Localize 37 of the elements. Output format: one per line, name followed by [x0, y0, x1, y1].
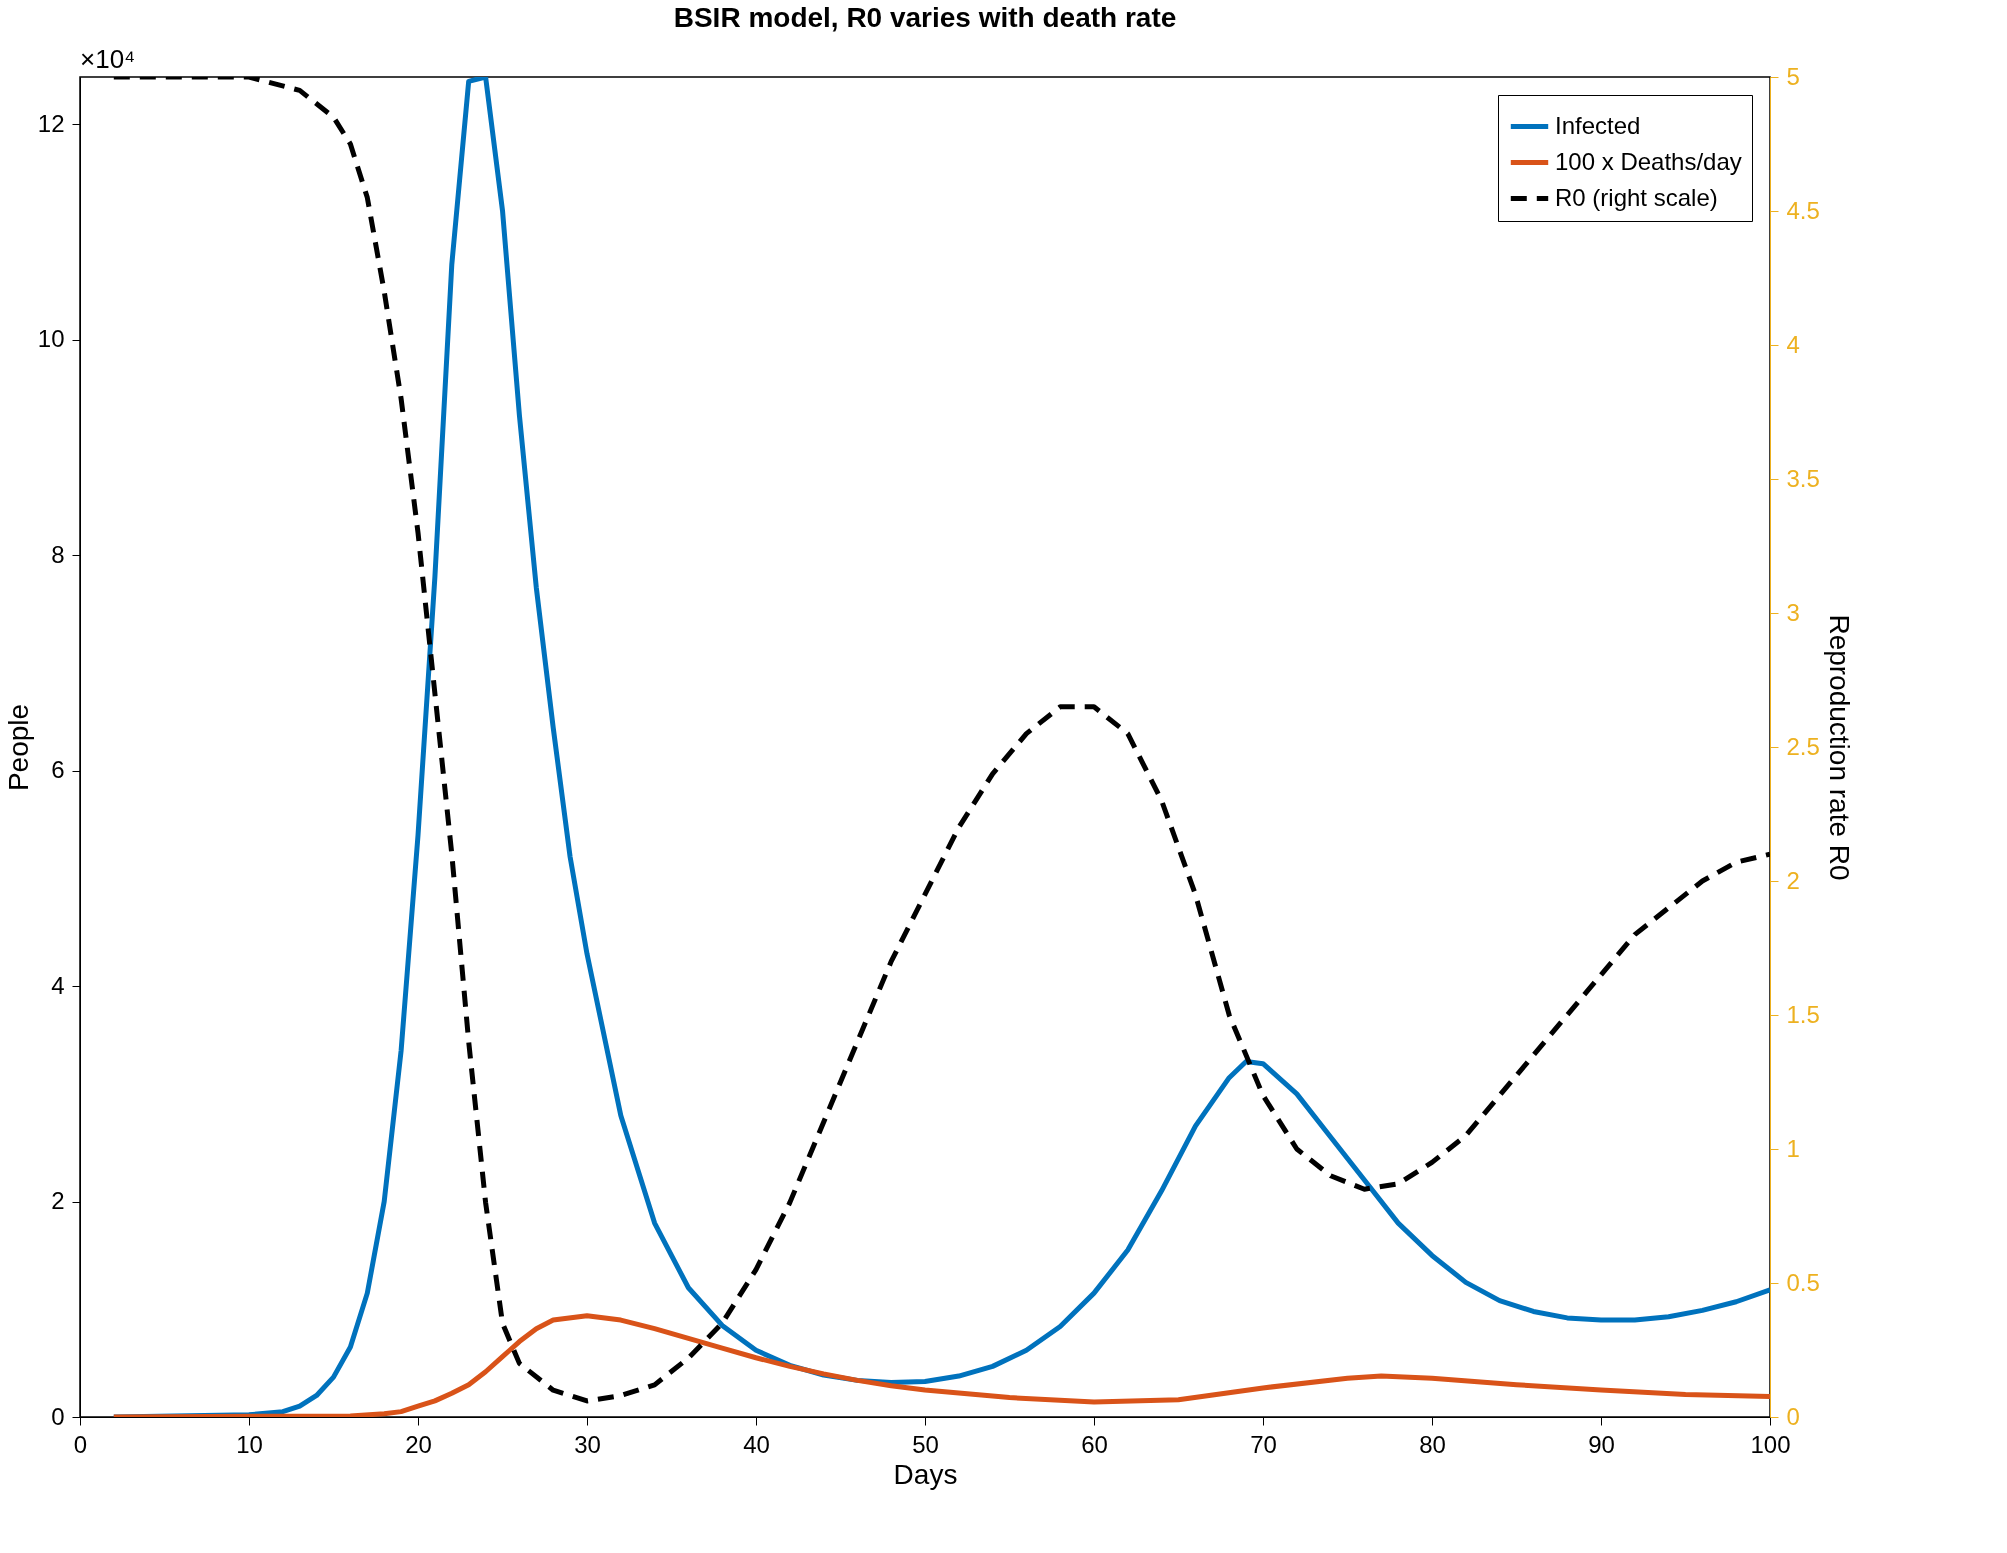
- x-tick-label: 50: [912, 1430, 939, 1458]
- x-tick-label: 20: [405, 1430, 432, 1458]
- y-tick-label: 2: [51, 1187, 65, 1215]
- y2-axis-title: Reproduction rate R0: [1823, 614, 1855, 881]
- x-tick-label: 70: [1250, 1430, 1277, 1458]
- legend-label: 100 x Deaths/day: [1555, 147, 1742, 175]
- chart-title: BSIR model, R0 varies with death rate: [673, 2, 1177, 33]
- y-tick-label: 0: [51, 1402, 65, 1430]
- y2-tick-label: 0: [1786, 1402, 1800, 1430]
- text: ×10⁴: [80, 44, 136, 74]
- y2-tick-label: 2: [1786, 866, 1800, 894]
- y2-tick-label: 5: [1786, 62, 1800, 90]
- legend-label: Infected: [1555, 111, 1641, 139]
- y2-tick-label: 0.5: [1786, 1268, 1820, 1296]
- x-tick-label: 10: [236, 1430, 263, 1458]
- y2-tick-label: 2.5: [1786, 732, 1820, 760]
- y2-tick-label: 3.5: [1786, 464, 1820, 492]
- y-axis-title: People: [2, 703, 34, 792]
- x-tick-label: 40: [743, 1430, 770, 1458]
- x-tick-label: 90: [1588, 1430, 1615, 1458]
- y2-tick-label: 4: [1786, 330, 1800, 358]
- x-tick-label: 100: [1750, 1430, 1791, 1458]
- y-tick-label: 6: [51, 756, 65, 784]
- x-tick-label: 0: [73, 1430, 88, 1458]
- x-tick-label: 80: [1419, 1430, 1446, 1458]
- y2-tick-label: 1: [1786, 1134, 1800, 1162]
- y-tick-label: 4: [51, 971, 65, 999]
- y2-tick-label: 4.5: [1786, 196, 1820, 224]
- y-tick-label: 8: [51, 540, 65, 568]
- x-tick-label: 60: [1081, 1430, 1108, 1458]
- y-tick-label: 12: [37, 109, 65, 137]
- x-axis-title: Days: [893, 1458, 958, 1490]
- y2-tick-label: 1.5: [1786, 1000, 1820, 1028]
- y2-tick-label: 3: [1786, 598, 1800, 626]
- y-tick-label: 10: [37, 325, 65, 353]
- legend-label: R0 (right scale): [1555, 183, 1718, 211]
- x-tick-label: 30: [574, 1430, 601, 1458]
